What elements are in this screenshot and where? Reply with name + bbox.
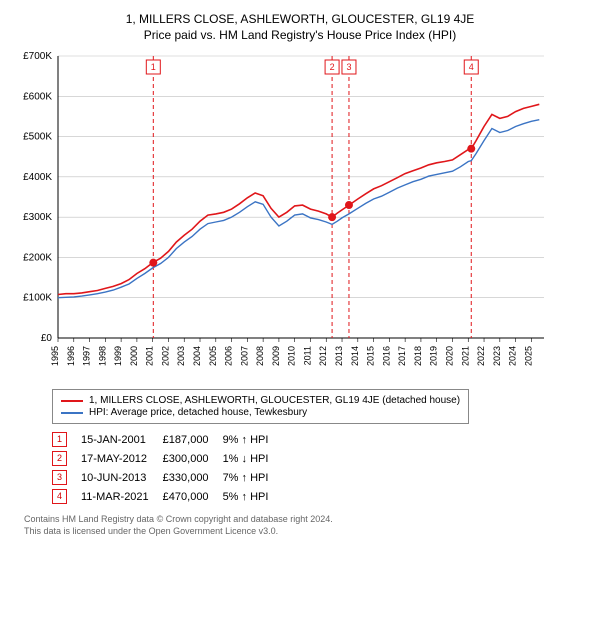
svg-text:1996: 1996 — [66, 346, 76, 366]
svg-text:£200K: £200K — [23, 252, 52, 263]
svg-text:2012: 2012 — [318, 346, 328, 366]
sale-price: £187,000 — [163, 430, 223, 449]
svg-text:£300K: £300K — [23, 212, 52, 223]
svg-text:2024: 2024 — [508, 346, 518, 366]
svg-text:2008: 2008 — [255, 346, 265, 366]
chart-svg: £0 £100K £200K £300K £400K £500K £600K £700K 199… — [12, 48, 552, 378]
sale-date: 15-JAN-2001 — [81, 430, 163, 449]
legend-swatch-hpi — [61, 412, 83, 414]
sale-date: 10-JUN-2013 — [81, 468, 163, 487]
sale-marker-box: 3 — [52, 470, 67, 485]
table-row: 2 17-MAY-2012£300,0001% ↓ HPI — [52, 449, 282, 468]
svg-text:4: 4 — [469, 62, 474, 72]
svg-text:2013: 2013 — [334, 346, 344, 366]
chart-title-address: 1, MILLERS CLOSE, ASHLEWORTH, GLOUCESTER… — [12, 12, 588, 26]
svg-text:2006: 2006 — [224, 346, 234, 366]
svg-text:2003: 2003 — [176, 346, 186, 366]
sale-marker-box: 1 — [52, 432, 67, 447]
svg-text:2010: 2010 — [287, 346, 297, 366]
legend-swatch-subject — [61, 400, 83, 402]
svg-text:3: 3 — [346, 62, 351, 72]
table-row: 3 10-JUN-2013£330,0007% ↑ HPI — [52, 468, 282, 487]
chart-titles: 1, MILLERS CLOSE, ASHLEWORTH, GLOUCESTER… — [12, 12, 588, 42]
legend-row-hpi: HPI: Average price, detached house, Tewk… — [61, 407, 460, 418]
svg-text:2002: 2002 — [160, 346, 170, 366]
sales-table: 1 15-JAN-2001£187,0009% ↑ HPI 2 17-MAY-2012… — [52, 430, 282, 506]
svg-text:2009: 2009 — [271, 346, 281, 366]
legend: 1, MILLERS CLOSE, ASHLEWORTH, GLOUCESTER… — [52, 389, 469, 424]
sale-delta: 5% ↑ HPI — [223, 487, 283, 506]
sale-delta: 7% ↑ HPI — [223, 468, 283, 487]
svg-text:1997: 1997 — [82, 346, 92, 366]
sale-marker-box: 4 — [52, 489, 67, 504]
svg-text:2000: 2000 — [129, 346, 139, 366]
page: 1, MILLERS CLOSE, ASHLEWORTH, GLOUCESTER… — [0, 0, 600, 547]
svg-text:2022: 2022 — [476, 346, 486, 366]
svg-text:2017: 2017 — [397, 346, 407, 366]
chart-title-subtitle: Price paid vs. HM Land Registry's House … — [12, 28, 588, 42]
svg-text:2021: 2021 — [460, 346, 470, 366]
svg-text:2018: 2018 — [413, 346, 423, 366]
footer-line1: Contains HM Land Registry data © Crown c… — [24, 514, 588, 526]
svg-text:£600K: £600K — [23, 91, 52, 102]
svg-text:£0: £0 — [41, 333, 53, 344]
footer-line2: This data is licensed under the Open Gov… — [24, 526, 588, 538]
svg-text:2016: 2016 — [381, 346, 391, 366]
svg-text:1999: 1999 — [113, 346, 123, 366]
svg-text:2023: 2023 — [492, 346, 502, 366]
svg-text:£700K: £700K — [23, 51, 52, 62]
legend-label-subject: 1, MILLERS CLOSE, ASHLEWORTH, GLOUCESTER… — [89, 395, 460, 406]
svg-text:1998: 1998 — [97, 346, 107, 366]
sale-marker-box: 2 — [52, 451, 67, 466]
svg-text:2025: 2025 — [523, 346, 533, 366]
sale-date: 17-MAY-2012 — [81, 449, 163, 468]
sale-price: £300,000 — [163, 449, 223, 468]
svg-text:2020: 2020 — [444, 346, 454, 366]
svg-text:2019: 2019 — [429, 346, 439, 366]
table-row: 1 15-JAN-2001£187,0009% ↑ HPI — [52, 430, 282, 449]
sale-delta: 9% ↑ HPI — [223, 430, 283, 449]
svg-text:1: 1 — [151, 62, 156, 72]
svg-text:2007: 2007 — [239, 346, 249, 366]
sale-price: £470,000 — [163, 487, 223, 506]
svg-text:£500K: £500K — [23, 132, 52, 143]
svg-text:2: 2 — [330, 62, 335, 72]
svg-text:1995: 1995 — [50, 346, 60, 366]
legend-row-subject: 1, MILLERS CLOSE, ASHLEWORTH, GLOUCESTER… — [61, 395, 460, 406]
legend-label-hpi: HPI: Average price, detached house, Tewk… — [89, 407, 307, 418]
svg-text:£100K: £100K — [23, 293, 52, 304]
svg-text:£400K: £400K — [23, 172, 52, 183]
chart: £0 £100K £200K £300K £400K £500K £600K £700K 199… — [12, 48, 588, 383]
svg-text:2014: 2014 — [350, 346, 360, 366]
footer: Contains HM Land Registry data © Crown c… — [24, 514, 588, 537]
svg-text:2015: 2015 — [366, 346, 376, 366]
sale-price: £330,000 — [163, 468, 223, 487]
svg-text:2011: 2011 — [302, 346, 312, 365]
table-row: 4 11-MAR-2021£470,0005% ↑ HPI — [52, 487, 282, 506]
svg-text:2001: 2001 — [145, 346, 155, 366]
svg-text:2005: 2005 — [208, 346, 218, 366]
sale-date: 11-MAR-2021 — [81, 487, 163, 506]
sale-delta: 1% ↓ HPI — [223, 449, 283, 468]
svg-text:2004: 2004 — [192, 346, 202, 366]
